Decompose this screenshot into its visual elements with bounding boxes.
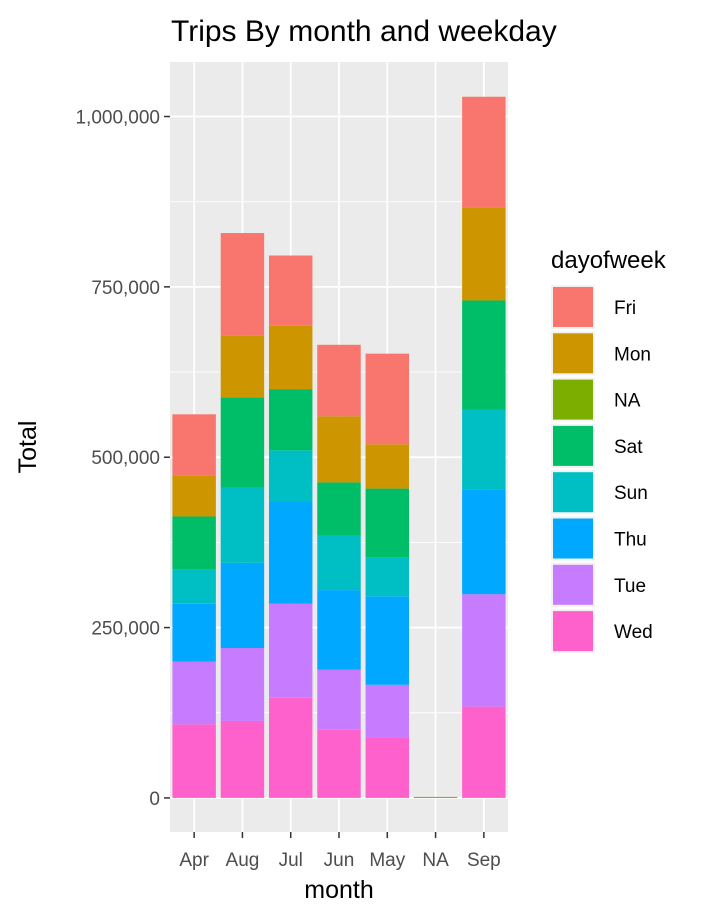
bar-sep-wed <box>462 706 506 798</box>
bar-sep-tue <box>462 594 506 707</box>
y-tick-label: 250,000 <box>91 619 160 640</box>
bar-may-thu <box>365 596 410 685</box>
x-tick-label: Apr <box>179 850 209 871</box>
bar-apr-sun <box>172 569 216 604</box>
bar-jul-mon <box>268 325 313 390</box>
bar-sep-sat <box>462 300 506 410</box>
bar-aug-fri <box>220 233 265 336</box>
y-axis: 0 250,000 500,000 750,000 1,000,000 <box>75 108 170 810</box>
legend-title: dayofweek <box>551 247 667 274</box>
legend-swatch-thu <box>553 518 593 559</box>
x-tick-label: NA <box>422 850 449 871</box>
y-tick-label: 750,000 <box>91 278 160 299</box>
bar-sep-thu <box>462 489 506 595</box>
bar-apr-tue <box>172 661 216 725</box>
bar-aug-thu <box>220 562 265 649</box>
bar-jun-tue <box>317 669 361 730</box>
legend-label: NA <box>614 391 641 412</box>
bar-aug-tue <box>220 648 265 721</box>
legend-label: Fri <box>614 298 636 319</box>
bar-jun-wed <box>317 729 361 798</box>
legend-label: Tue <box>614 576 646 597</box>
bar-apr-thu <box>172 603 216 662</box>
bar-apr-fri <box>172 414 216 476</box>
legend-swatch-fri <box>553 287 593 327</box>
bar-jun-sun <box>317 535 361 591</box>
bar-jul-wed <box>268 697 313 798</box>
bar-aug-sun <box>220 487 265 563</box>
bar-jun-fri <box>317 344 361 417</box>
legend-label: Sun <box>614 483 648 504</box>
bar-jul-thu <box>268 501 313 604</box>
bar-sep-mon <box>462 207 506 301</box>
legend-swatch-tue <box>553 564 593 605</box>
bar-jul-sat <box>268 389 313 451</box>
legend-swatch-wed <box>553 611 593 652</box>
bar-may-sun <box>365 557 410 597</box>
x-axis-title: month <box>304 876 373 904</box>
y-tick-label: 500,000 <box>91 448 160 469</box>
legend-swatch-sun <box>553 472 593 513</box>
y-tick-label: 1,000,000 <box>75 108 160 129</box>
bar-jun-thu <box>317 590 361 670</box>
bar-may-fri <box>365 353 410 445</box>
bar-apr-wed <box>172 724 216 798</box>
bar-jul-tue <box>268 603 313 698</box>
x-tick-label: May <box>369 850 405 871</box>
bar-na-na <box>413 796 458 798</box>
x-tick-label: Jul <box>279 850 303 871</box>
legend-swatch-na <box>553 379 593 420</box>
chart-title: Trips By month and weekday <box>171 15 557 48</box>
bar-aug-sat <box>220 397 265 488</box>
bar-sep-sun <box>462 409 506 490</box>
y-tick-label: 0 <box>149 789 160 810</box>
bar-sep-fri <box>462 96 506 208</box>
x-tick-label: Aug <box>226 850 260 871</box>
bar-may-tue <box>365 684 410 738</box>
legend-label: Wed <box>614 622 653 643</box>
bar-aug-mon <box>220 335 265 398</box>
bar-jun-mon <box>317 416 361 483</box>
x-axis: Apr Aug Jul Jun May NA Sep <box>179 832 501 871</box>
bar-jun-sat <box>317 482 361 536</box>
legend-label: Thu <box>614 530 647 551</box>
legend-swatch-mon <box>553 333 593 374</box>
bars <box>172 96 506 798</box>
legend-label: Mon <box>614 344 651 365</box>
bar-may-sat <box>365 488 410 558</box>
bar-jul-sun <box>268 450 313 502</box>
bar-jul-fri <box>268 255 313 326</box>
bar-may-wed <box>365 737 410 798</box>
y-axis-title: Total <box>14 421 42 474</box>
bar-aug-wed <box>220 720 265 798</box>
legend-label: Sat <box>614 437 643 458</box>
bar-apr-sat <box>172 516 216 570</box>
x-tick-label: Jun <box>324 850 355 871</box>
legend-swatch-sat <box>553 425 593 466</box>
x-tick-label: Sep <box>467 850 501 871</box>
bar-apr-mon <box>172 475 216 517</box>
bar-may-mon <box>365 444 410 489</box>
legend: dayofweek Fri Mon NA Sat Sun Thu Tue Wed <box>551 247 667 654</box>
